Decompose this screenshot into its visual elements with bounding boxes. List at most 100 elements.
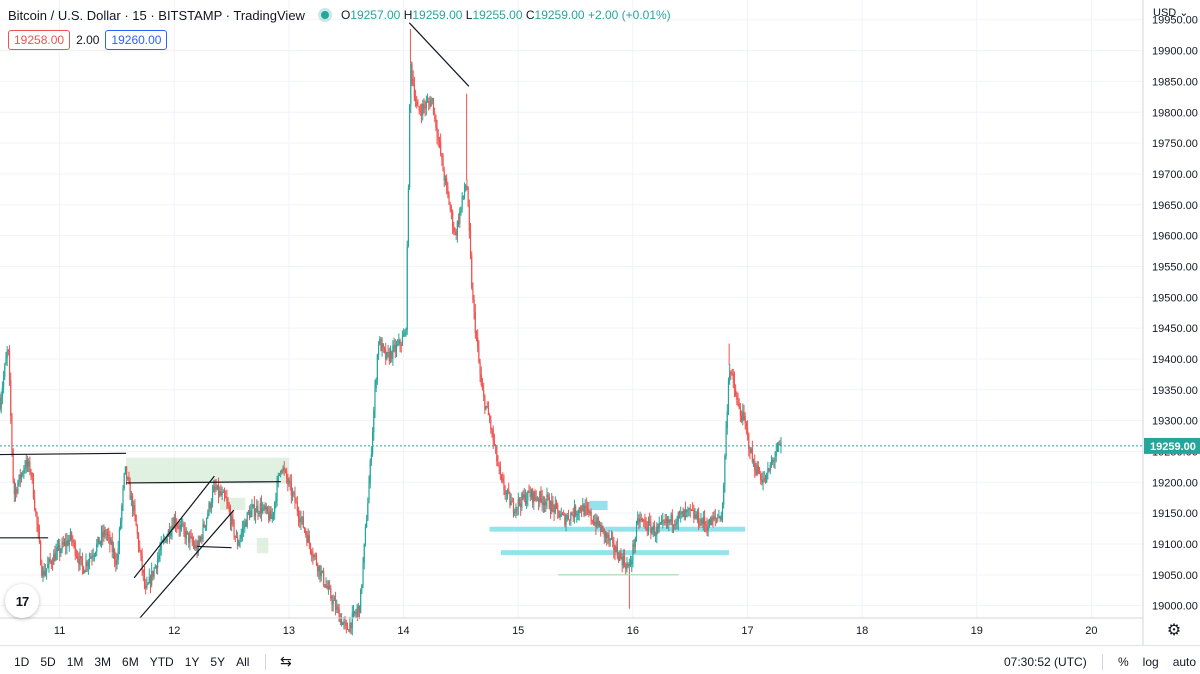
sell-price-button[interactable]: 19258.00 <box>8 30 71 50</box>
range-button-1y[interactable]: 1Y <box>184 655 200 669</box>
symbol-title[interactable]: Bitcoin / U.S. Dollar · 15 · BITSTAMP · … <box>8 7 305 23</box>
candle-body <box>262 508 264 514</box>
buy-price-button[interactable]: 19260.00 <box>105 30 168 50</box>
high-value: 19259.00 <box>412 8 463 22</box>
drawing-zones <box>126 457 746 556</box>
range-button-5y[interactable]: 5Y <box>210 655 226 669</box>
candle-body <box>192 542 195 545</box>
candle-body <box>676 521 678 524</box>
candle-body <box>191 536 193 543</box>
candle-body <box>351 613 353 629</box>
candle-body <box>51 564 54 566</box>
range-button-1d[interactable]: 1D <box>14 655 30 669</box>
price-chart[interactable]: 19000.00 19050.00 19100.00 19150.00 19200.00… <box>0 0 1200 645</box>
divider <box>1102 654 1103 670</box>
candle-body <box>53 553 55 565</box>
candle-body <box>120 520 122 529</box>
zone-green <box>256 537 269 554</box>
candle-body <box>204 525 207 528</box>
candle-body <box>707 526 709 531</box>
candle-body <box>127 477 129 480</box>
auto-scale-button[interactable]: auto <box>1172 655 1197 669</box>
market-status-dot <box>320 11 329 19</box>
candle-body <box>405 329 407 333</box>
candle-body <box>487 406 490 416</box>
candle-body <box>752 461 755 463</box>
log-scale-button[interactable]: log <box>1142 655 1159 669</box>
range-button-all[interactable]: All <box>236 655 250 669</box>
candle-body <box>228 506 230 513</box>
candle-body <box>395 344 398 352</box>
y-tick-label: 19900.00 <box>1152 46 1198 58</box>
utc-clock[interactable]: 07:30:52 (UTC) <box>1004 655 1087 669</box>
candle-body <box>122 488 124 506</box>
candle-body <box>158 555 160 560</box>
candle-body <box>486 405 488 407</box>
range-button-6m[interactable]: 6M <box>122 655 139 669</box>
candle-body <box>478 347 480 363</box>
range-button-ytd[interactable]: YTD <box>149 655 174 669</box>
candle-body <box>203 524 205 528</box>
candle-body <box>758 473 761 475</box>
candle-body <box>93 554 95 557</box>
candle-body <box>650 522 652 534</box>
candle-body <box>417 105 419 107</box>
candle-body <box>12 449 14 481</box>
candle-body <box>579 507 581 511</box>
candle-body <box>86 561 88 567</box>
candle-body <box>284 469 287 472</box>
candle-body <box>625 564 627 570</box>
candle-body <box>548 496 550 509</box>
candle-body <box>112 549 115 553</box>
candle-body <box>66 540 68 547</box>
candle-body <box>551 501 553 512</box>
candle-body <box>55 551 57 561</box>
candle-body <box>57 545 60 548</box>
candle-body <box>19 474 21 480</box>
candle-body <box>418 106 420 111</box>
candle-body <box>461 196 463 207</box>
range-button-3m[interactable]: 3M <box>94 655 112 669</box>
scale-options: % log auto <box>1118 655 1196 669</box>
gear-icon[interactable]: ⚙ <box>1166 622 1182 639</box>
candle-body <box>385 349 387 360</box>
candle-body <box>253 504 255 517</box>
candle-body <box>256 506 258 513</box>
candle-body <box>227 501 229 507</box>
candle-body <box>342 622 344 625</box>
candle-body <box>35 509 37 513</box>
candle-body <box>60 550 62 554</box>
candle-body <box>264 505 266 510</box>
candle-body <box>466 185 468 188</box>
candle-body <box>416 101 418 106</box>
candle-body <box>529 492 531 498</box>
tradingview-logo[interactable]: 17 <box>5 584 39 618</box>
candle-body <box>420 111 423 116</box>
range-button-5d[interactable]: 5D <box>40 655 56 669</box>
compare-icon[interactable]: ⇆ <box>280 653 292 669</box>
candle-body <box>588 509 590 514</box>
candle-body <box>564 514 566 526</box>
candle-body <box>49 558 51 562</box>
trendline-drawing <box>408 22 470 87</box>
candle-body <box>598 524 601 526</box>
range-button-1m[interactable]: 1M <box>66 655 84 669</box>
candle-body <box>133 505 135 511</box>
candle-body <box>545 501 547 506</box>
x-tick-label: 19 <box>971 625 983 637</box>
currency-selector[interactable]: USD ⌄ <box>1153 6 1189 19</box>
candle-body <box>50 561 52 565</box>
candle-body <box>130 495 132 500</box>
candle-body <box>442 157 444 172</box>
candle-body <box>209 503 211 509</box>
candle-body <box>290 482 292 496</box>
candle-body <box>220 491 222 496</box>
candle-body <box>425 101 427 109</box>
candle-body <box>303 527 306 531</box>
candle-body <box>176 525 178 527</box>
candle-body <box>34 498 36 510</box>
percent-scale-button[interactable]: % <box>1118 655 1129 669</box>
candle-body <box>40 541 42 565</box>
candle-body <box>778 443 780 445</box>
candle-body <box>469 230 472 256</box>
